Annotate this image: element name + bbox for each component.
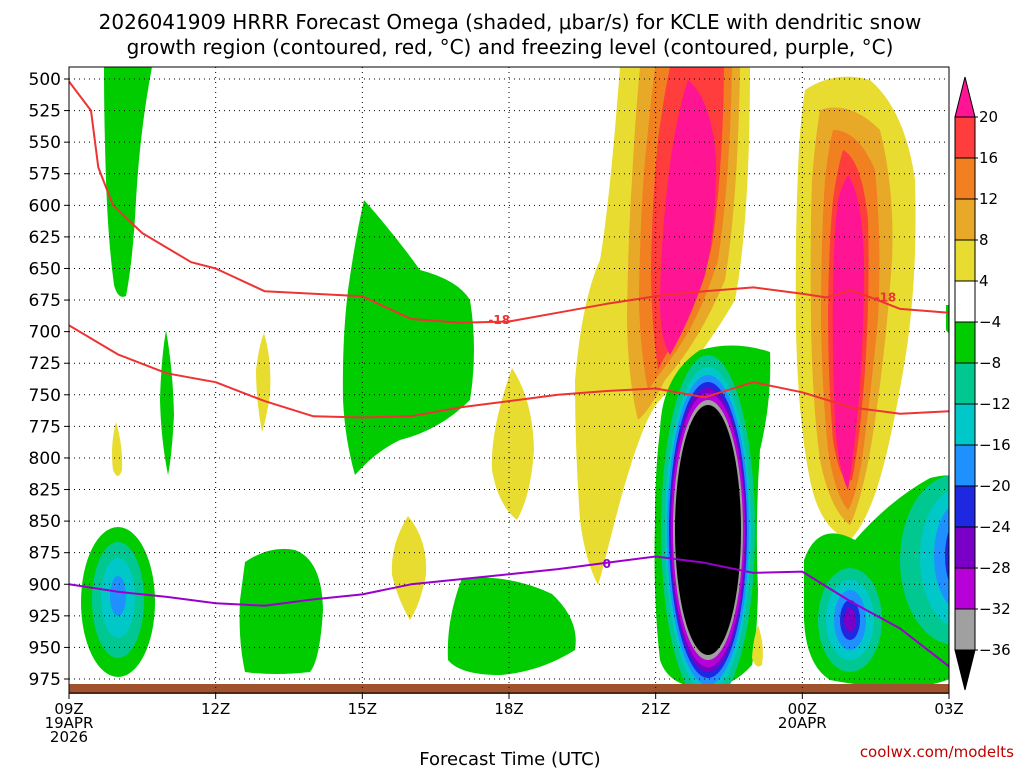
omega-region-green-18z-lower — [447, 577, 576, 675]
x-tick-label: 00Z — [788, 700, 817, 718]
colorbar-label: 4 — [979, 272, 989, 290]
colorbar-bin — [954, 198, 976, 241]
x-tick-label: 12Z — [201, 700, 230, 718]
y-tick-label: 700 — [29, 323, 61, 343]
y-axis-pressure: 500 525 550 575 600 625 650 675 700 725 750 775 800 8… — [29, 70, 69, 690]
colorbar-bin — [954, 526, 976, 569]
y-tick-label: 850 — [29, 512, 61, 532]
omega-region-negative-01z — [818, 568, 882, 672]
x-tick-label: 09Z — [54, 700, 83, 718]
x-tick-label: 20APR — [778, 714, 827, 732]
contour-label: 0 — [603, 557, 611, 571]
omega-region-green-small — [160, 330, 174, 475]
contour-label: -18 — [488, 313, 510, 327]
colorbar-bin — [954, 280, 976, 323]
colorbar-label: −16 — [979, 436, 1011, 454]
omega-region-green-middle — [342, 200, 474, 475]
omega-region-negative-03z — [900, 475, 949, 645]
x-axis-label: Forecast Time (UTC) — [419, 749, 600, 768]
omega-region-lower-left — [81, 527, 155, 677]
colorbar-label: 16 — [979, 149, 998, 167]
x-tick-label: 15Z — [348, 700, 377, 718]
omega-region-green-13z-lower — [239, 548, 323, 674]
y-tick-label: 525 — [29, 102, 61, 122]
grid-lines — [69, 67, 949, 693]
colorbar-label: −20 — [979, 477, 1011, 495]
y-tick-label: 975 — [29, 670, 61, 690]
contour-line — [69, 324, 949, 419]
colorbar: 20 16 12 8 4 −4 −8 −12 −16 −20 −24 −28 −32 −36 — [954, 76, 1011, 691]
omega-region-negative-22z — [654, 345, 771, 693]
colorbar-bin — [954, 321, 976, 364]
omega-region-green-upper-left — [104, 67, 152, 297]
colorbar-bin — [954, 444, 976, 487]
colorbar-label: −4 — [979, 313, 1001, 331]
y-tick-label: 950 — [29, 638, 61, 658]
x-tick-label: 19APR — [45, 714, 94, 732]
colorbar-bottom-arrow — [954, 649, 976, 691]
y-tick-label: 900 — [29, 575, 61, 595]
x-tick-label: 18Z — [494, 700, 523, 718]
y-tick-label: 925 — [29, 607, 61, 627]
y-tick-label: 625 — [29, 228, 61, 248]
colorbar-bin — [954, 239, 976, 282]
colorbar-bin — [954, 567, 976, 610]
credit-url[interactable]: coolwx.com/modelts — [860, 743, 1014, 761]
y-tick-label: 550 — [29, 133, 61, 153]
x-tick-label: 03Z — [934, 700, 963, 718]
colorbar-label: −32 — [979, 600, 1011, 618]
y-tick-label: 575 — [29, 165, 61, 185]
colorbar-bin — [954, 485, 976, 528]
ground-terrain-strip — [69, 684, 949, 694]
colorbar-label: −28 — [979, 559, 1011, 577]
y-tick-label: 875 — [29, 544, 61, 564]
y-tick-label: 825 — [29, 481, 61, 501]
temperature-contours: -18 -18 0 — [69, 80, 949, 668]
omega-shading — [81, 67, 949, 693]
contour-line — [69, 555, 949, 668]
x-tick-label: 21Z — [641, 700, 670, 718]
colorbar-bin — [954, 116, 976, 159]
colorbar-label: −36 — [979, 641, 1011, 659]
colorbar-bin — [954, 362, 976, 405]
chart-title-line-1: 2026041909 HRRR Forecast Omega (shaded, … — [99, 10, 922, 34]
y-tick-label: 750 — [29, 386, 61, 406]
y-tick-label: 800 — [29, 449, 61, 469]
omega-region-yellow-23z — [752, 625, 763, 667]
omega-region-yellow-18z — [491, 368, 534, 520]
colorbar-bin — [954, 608, 976, 651]
colorbar-label: 8 — [979, 231, 989, 249]
colorbar-label: −12 — [979, 395, 1011, 413]
colorbar-label: 20 — [979, 108, 998, 126]
omega-region-positive-01z — [795, 76, 916, 541]
colorbar-bin — [954, 157, 976, 200]
colorbar-label: −24 — [979, 518, 1011, 536]
x-tick-label: 2026 — [50, 728, 88, 746]
chart-title-line-2: growth region (contoured, red, °C) and f… — [127, 35, 894, 59]
omega-region-yellow-small-2 — [256, 333, 271, 432]
y-tick-label: 500 — [29, 70, 61, 90]
y-tick-label: 650 — [29, 259, 61, 279]
omega-region-yellow-16z — [391, 516, 427, 620]
y-tick-label: 775 — [29, 417, 61, 437]
contour-line — [69, 80, 949, 324]
colorbar-bin — [954, 403, 976, 446]
colorbar-label: 12 — [979, 190, 998, 208]
omega-region-yellow-small-1 — [112, 422, 123, 476]
colorbar-label: −8 — [979, 354, 1001, 372]
y-tick-label: 675 — [29, 291, 61, 311]
y-tick-label: 600 — [29, 196, 61, 216]
y-tick-label: 725 — [29, 354, 61, 374]
contour-label: -18 — [875, 290, 897, 304]
